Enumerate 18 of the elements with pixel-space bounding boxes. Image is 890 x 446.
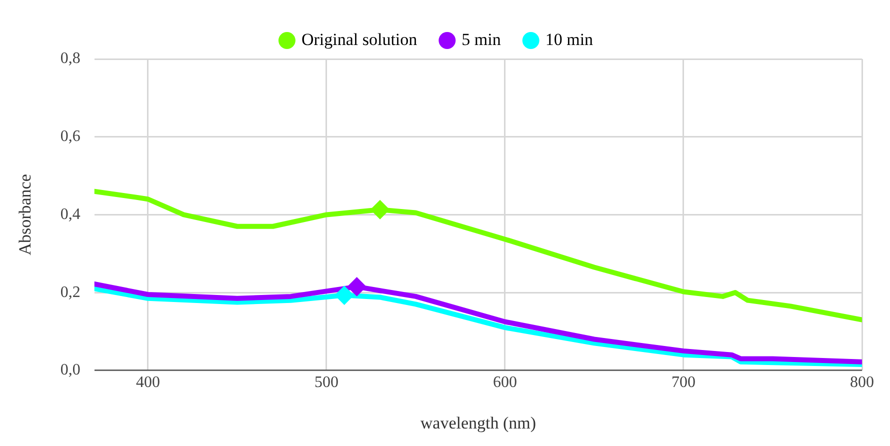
point [370, 200, 390, 220]
y-tick-label: 0,0 [60, 362, 80, 379]
point [347, 277, 366, 296]
x-tick-label: 400 [136, 374, 160, 392]
x-tick-label: 500 [314, 374, 338, 392]
y-tick-label: 0,6 [60, 128, 80, 146]
y-axis-title: Absorbance [16, 174, 35, 256]
y-tick-label: 0,4 [60, 206, 80, 223]
legend-label: Original solution [301, 30, 418, 49]
x-tick-label: 600 [492, 374, 517, 392]
point [334, 286, 354, 305]
y-tick-label: 0,8 [60, 50, 80, 68]
legend-label: 5 min [462, 30, 502, 49]
x-tick-label: 700 [671, 374, 696, 392]
x-tick-label: 800 [850, 374, 874, 392]
legend-label: 10 min [545, 30, 594, 49]
y-tick-label: 0,2 [60, 284, 80, 301]
x-axis-title: wavelength (nm) [420, 413, 536, 432]
